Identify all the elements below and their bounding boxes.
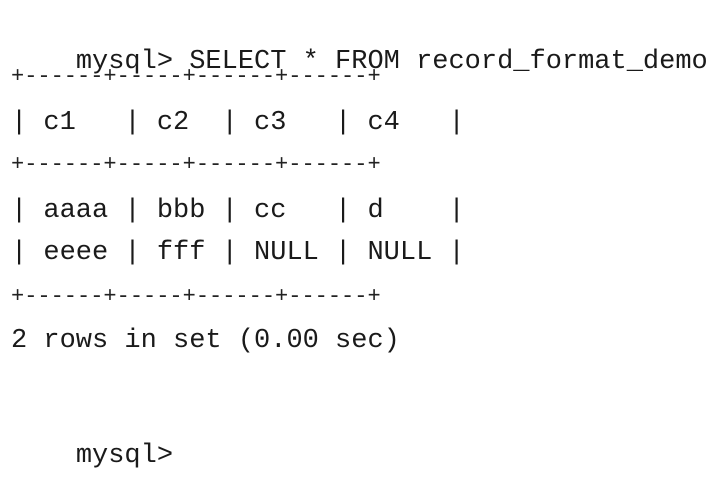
table-border-top: +------+-----+------+------+ (11, 64, 381, 89)
terminal-window[interactable]: mysql> SELECT * FROM record_format_demo;… (0, 0, 712, 470)
result-status: 2 rows in set (0.00 sec) (11, 326, 400, 356)
command-line: mysql> SELECT * FROM record_format_demo; (11, 22, 712, 103)
command-text: SELECT * FROM record_format_demo; (189, 47, 712, 77)
table-row: | eeee | fff | NULL | NULL | (11, 238, 465, 268)
final-prompt[interactable]: mysql> (11, 416, 173, 497)
table-row: | aaaa | bbb | cc | d | (11, 196, 465, 226)
command-prompt: mysql> (75, 47, 174, 77)
table-border-middle: +------+-----+------+------+ (11, 152, 381, 177)
table-border-bottom: +------+-----+------+------+ (11, 284, 381, 309)
final-prompt-text: mysql> (75, 441, 174, 471)
table-header-row: | c1 | c2 | c3 | c4 | (11, 108, 465, 138)
